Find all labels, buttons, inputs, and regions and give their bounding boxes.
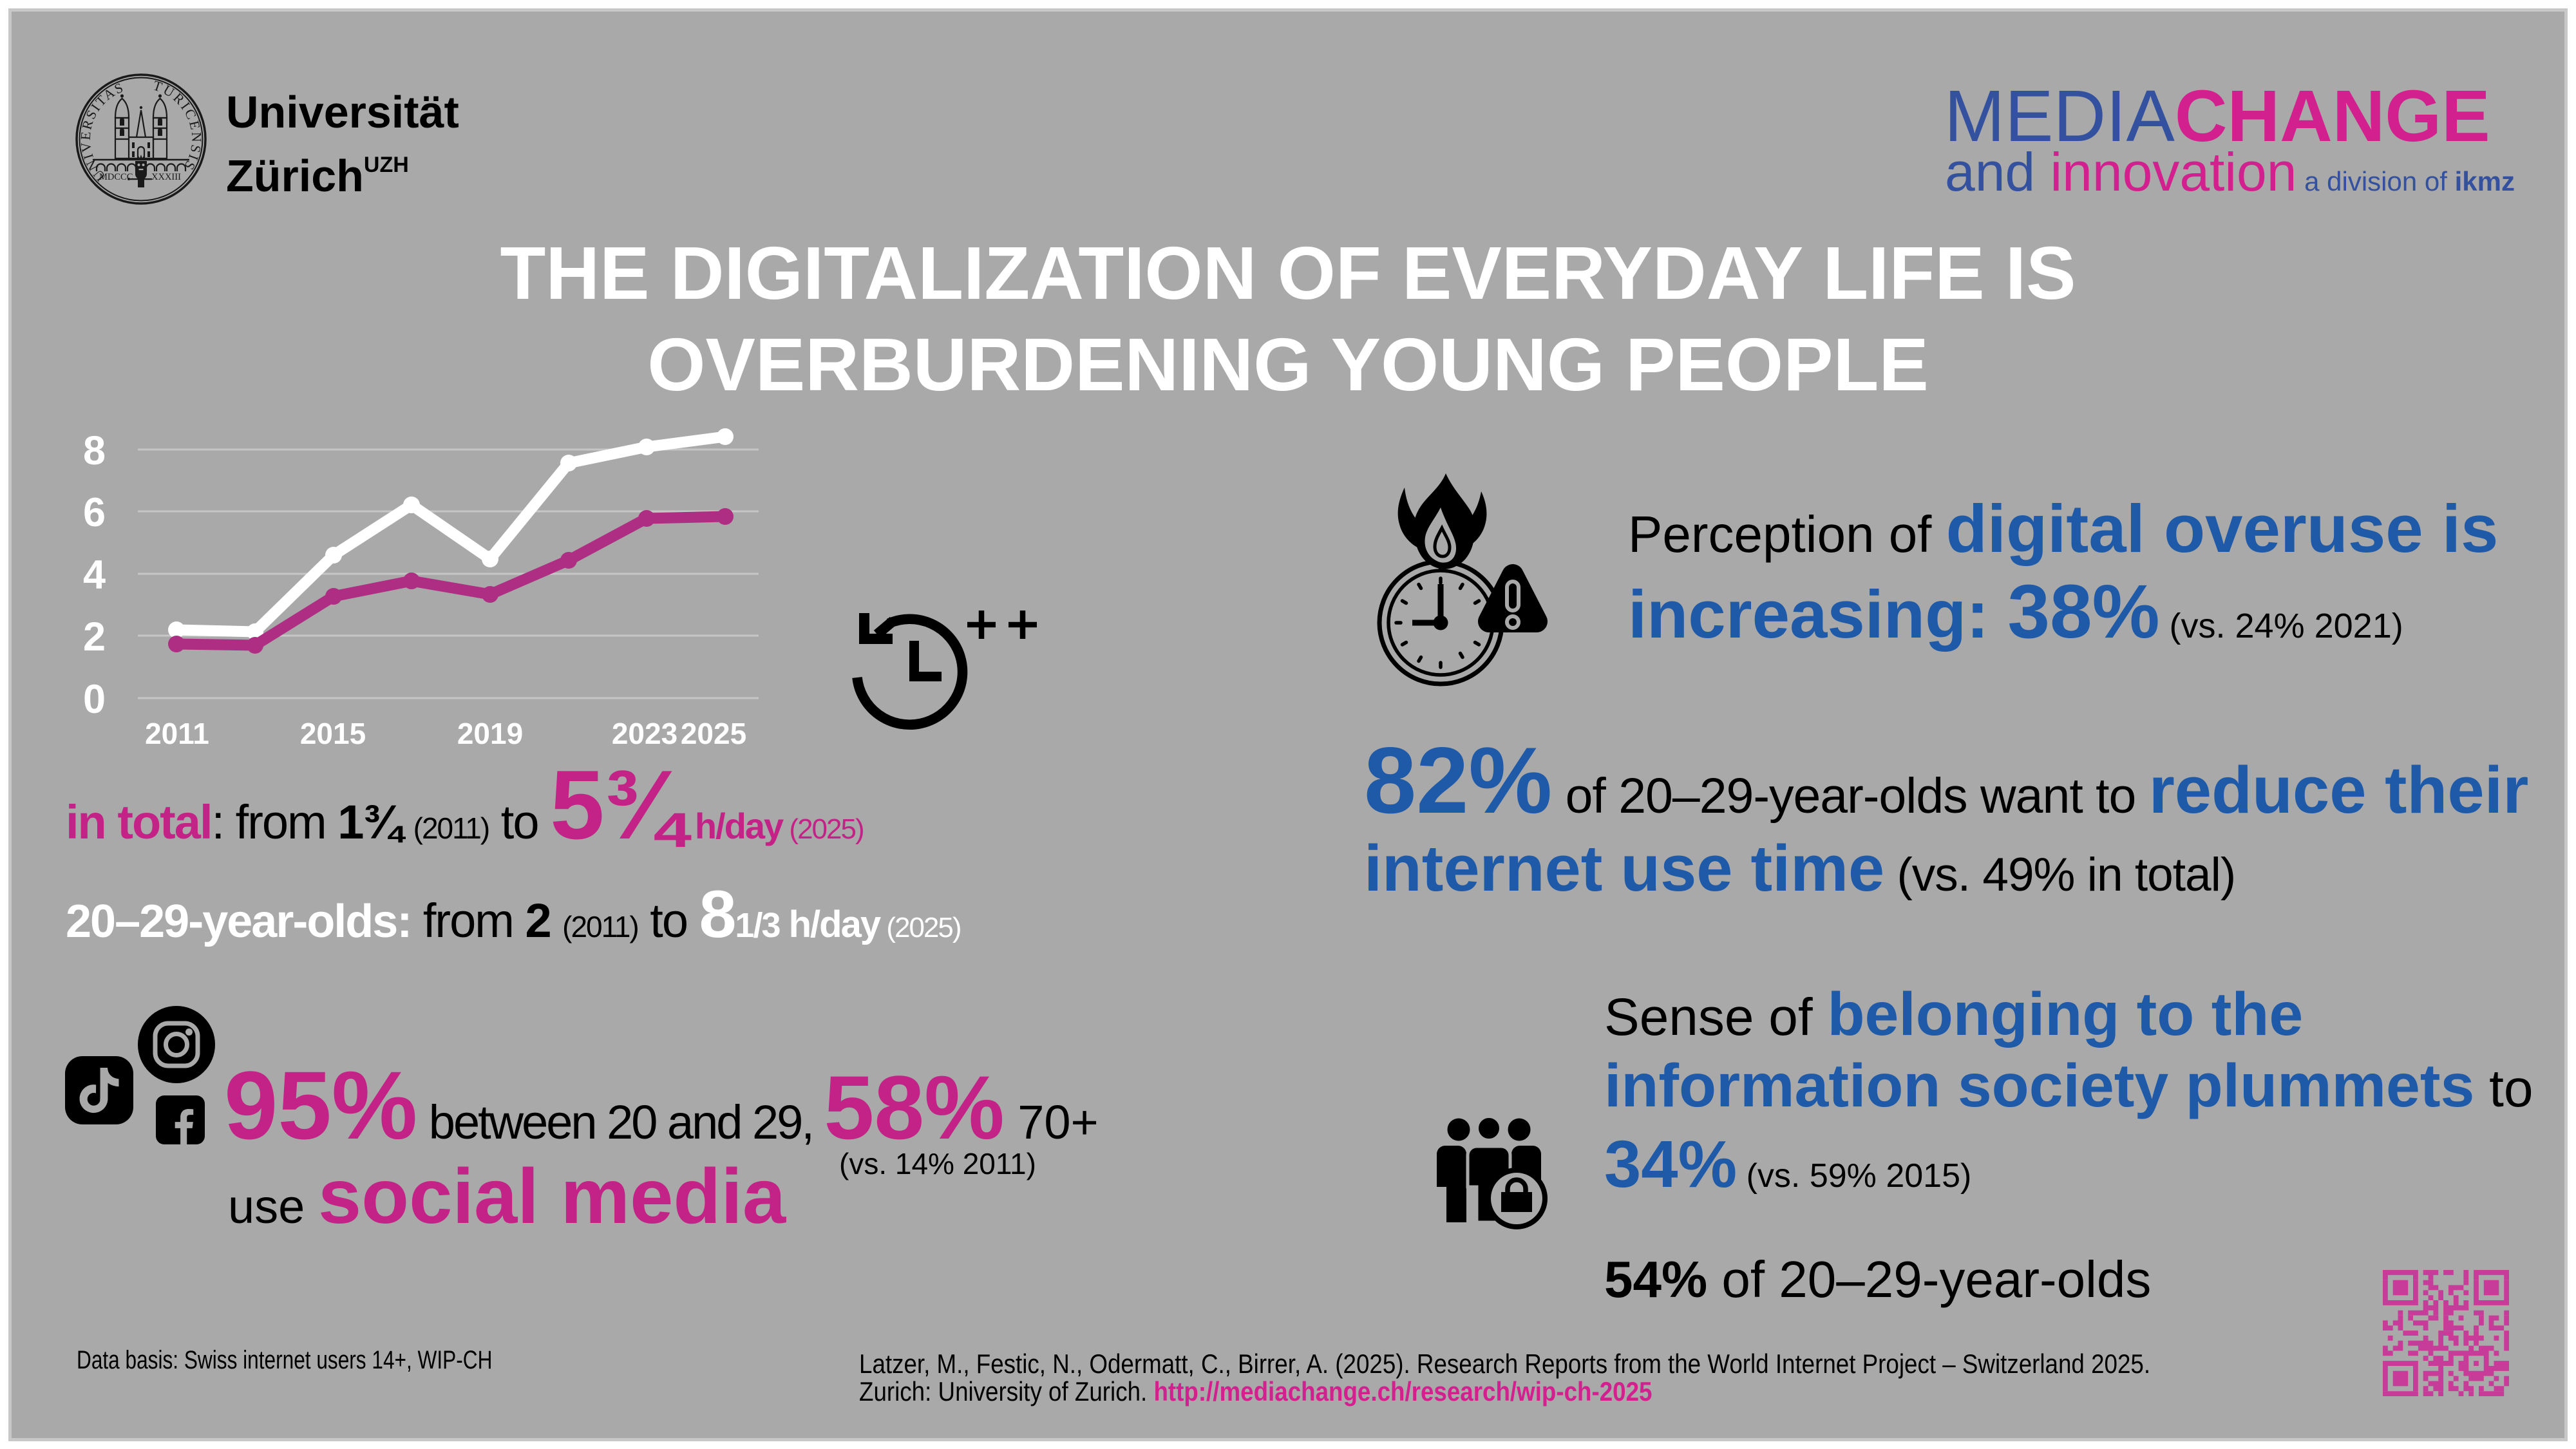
svg-text:2: 2	[83, 614, 106, 659]
svg-text:MDCCC: MDCCC	[99, 172, 133, 182]
svg-text:XXXIII: XXXIII	[151, 172, 181, 182]
svg-text:2015: 2015	[300, 717, 366, 750]
svg-text:2011: 2011	[145, 717, 209, 750]
svg-text:2023: 2023	[612, 717, 677, 750]
svg-text:2019: 2019	[457, 717, 523, 750]
svg-text:0: 0	[83, 677, 106, 722]
svg-text:8: 8	[83, 428, 106, 473]
svg-text:2025: 2025	[681, 717, 746, 750]
svg-text:6: 6	[83, 490, 106, 535]
svg-text:4: 4	[83, 553, 106, 598]
svg-text:UNIVERSITAS: UNIVERSITAS	[78, 79, 127, 184]
